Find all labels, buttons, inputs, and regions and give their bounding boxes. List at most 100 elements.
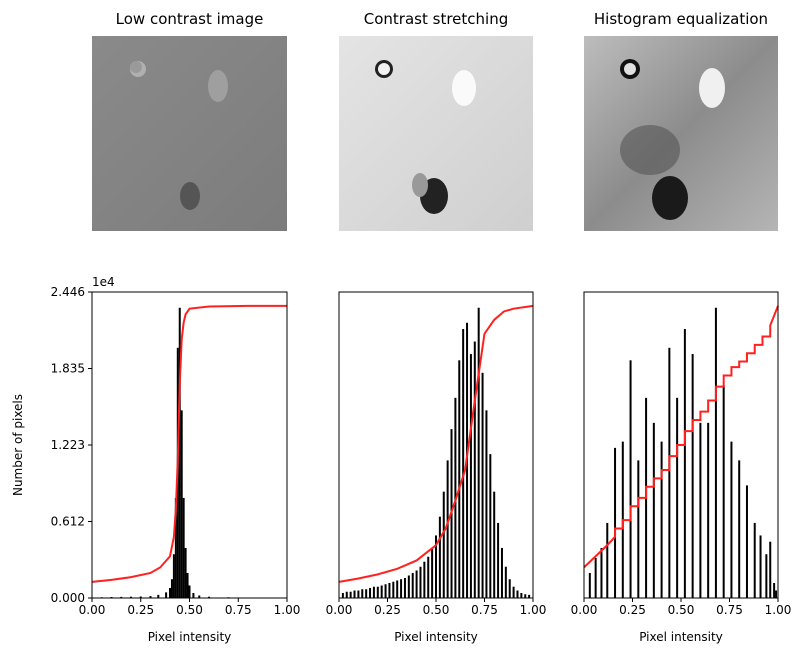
histogram-bar [438, 516, 441, 598]
histogram-bar [520, 592, 523, 598]
histogram-bar [419, 566, 422, 598]
histogram-bar [497, 522, 500, 598]
histogram-bar [157, 594, 160, 598]
histogram-bar [349, 591, 352, 598]
histogram-bar [423, 561, 426, 598]
histogram-bar [184, 547, 187, 598]
histogram-bar [372, 586, 375, 598]
histogram-bar [149, 596, 152, 598]
cdf-line [338, 304, 534, 583]
histogram-bar [500, 547, 503, 598]
histogram-bar [588, 572, 591, 598]
histogram-bar [182, 497, 185, 598]
histogram-bar [415, 570, 418, 598]
x-tick-label: 0.50 [668, 603, 695, 617]
histogram-bar [477, 307, 480, 598]
panel-title: Low contrast image [116, 10, 264, 28]
histogram-bar [411, 572, 414, 598]
histogram-bar [130, 596, 132, 598]
histogram-bar [769, 541, 772, 598]
histogram-bar [765, 554, 768, 598]
histogram-bar [458, 360, 461, 598]
panel-title: Contrast stretching [364, 10, 508, 28]
histogram-bar [376, 586, 379, 598]
histogram-bar [341, 592, 344, 598]
histogram-bar [600, 547, 603, 598]
histogram-bar [442, 491, 445, 598]
histogram-bar [380, 585, 383, 598]
histogram-bar [707, 422, 710, 598]
histogram-bar [614, 447, 617, 598]
histogram-bar [759, 535, 762, 598]
x-tick-label: 0.25 [127, 603, 154, 617]
y-tick-label: 1.223 [51, 438, 85, 452]
histogram-bar [198, 595, 201, 598]
histogram-bar [481, 372, 484, 598]
histogram-bar [192, 592, 195, 598]
axes-frame [91, 291, 288, 599]
histogram-bar [172, 554, 175, 598]
x-tick-label: 0.50 [423, 603, 450, 617]
histogram-bar [683, 329, 686, 598]
x-tick-label: 0.25 [619, 603, 646, 617]
histogram-bar [528, 594, 531, 598]
histogram-bar [407, 575, 410, 598]
histogram-bar [427, 556, 430, 598]
histogram-bar [738, 460, 741, 598]
histogram-bar [489, 454, 492, 598]
x-tick-label: 0.75 [716, 603, 743, 617]
histogram-bar [169, 587, 171, 598]
histogram-bar [400, 579, 403, 598]
histogram-bar [524, 594, 527, 598]
histogram-bar [637, 460, 640, 598]
histogram-bar [652, 422, 655, 598]
histogram-bar [508, 579, 511, 598]
histogram-bar [629, 360, 632, 598]
y-tick-label: 1.835 [51, 362, 85, 376]
y-tick-label: 0.612 [51, 515, 85, 529]
histogram-bar [516, 590, 519, 598]
histogram-bar [369, 587, 372, 598]
x-tick-label: 0.25 [374, 603, 401, 617]
x-axis-label: Pixel intensity [639, 630, 723, 644]
image-low-contrast [92, 36, 287, 231]
cdf-line [583, 305, 779, 569]
y-tick-label: 2.446 [51, 285, 85, 299]
histogram-bar [345, 591, 348, 598]
cdf-line [91, 304, 287, 583]
x-tick-label: 0.75 [471, 603, 498, 617]
x-tick-label: 0.00 [79, 603, 106, 617]
histogram-bar [139, 596, 142, 598]
histogram-bar [594, 557, 597, 598]
x-tick-label: 1.00 [765, 603, 792, 617]
x-axis-label: Pixel intensity [394, 630, 478, 644]
histogram-bar [388, 582, 391, 598]
histogram-bar [660, 441, 663, 598]
y-offset-label: 1e4 [92, 275, 115, 289]
x-tick-label: 0.00 [571, 603, 598, 617]
histogram-bar [446, 460, 449, 598]
histogram-bar [745, 485, 748, 598]
histogram-bar [691, 354, 694, 598]
histogram-bar [188, 585, 191, 598]
histogram-bar [606, 522, 609, 598]
histogram-bar [178, 307, 181, 598]
histogram-bar [186, 572, 189, 598]
histogram-bar [180, 410, 183, 598]
histogram-bar [170, 579, 173, 598]
histogram-bar [753, 522, 756, 598]
histogram-bar [435, 535, 437, 598]
histogram-bar [396, 580, 399, 598]
image-histogram-equalization [584, 36, 778, 231]
histogram-bar [165, 592, 168, 598]
histogram-bar [504, 566, 507, 598]
histogram-bar [365, 589, 368, 598]
histogram-bar [120, 596, 123, 598]
histogram-bar [469, 354, 472, 598]
histogram-bar [676, 397, 679, 598]
histogram-bar [403, 577, 406, 598]
y-tick-label: 0.000 [51, 591, 85, 605]
image-contrast-stretching [339, 36, 533, 231]
histogram-bar [208, 596, 210, 598]
